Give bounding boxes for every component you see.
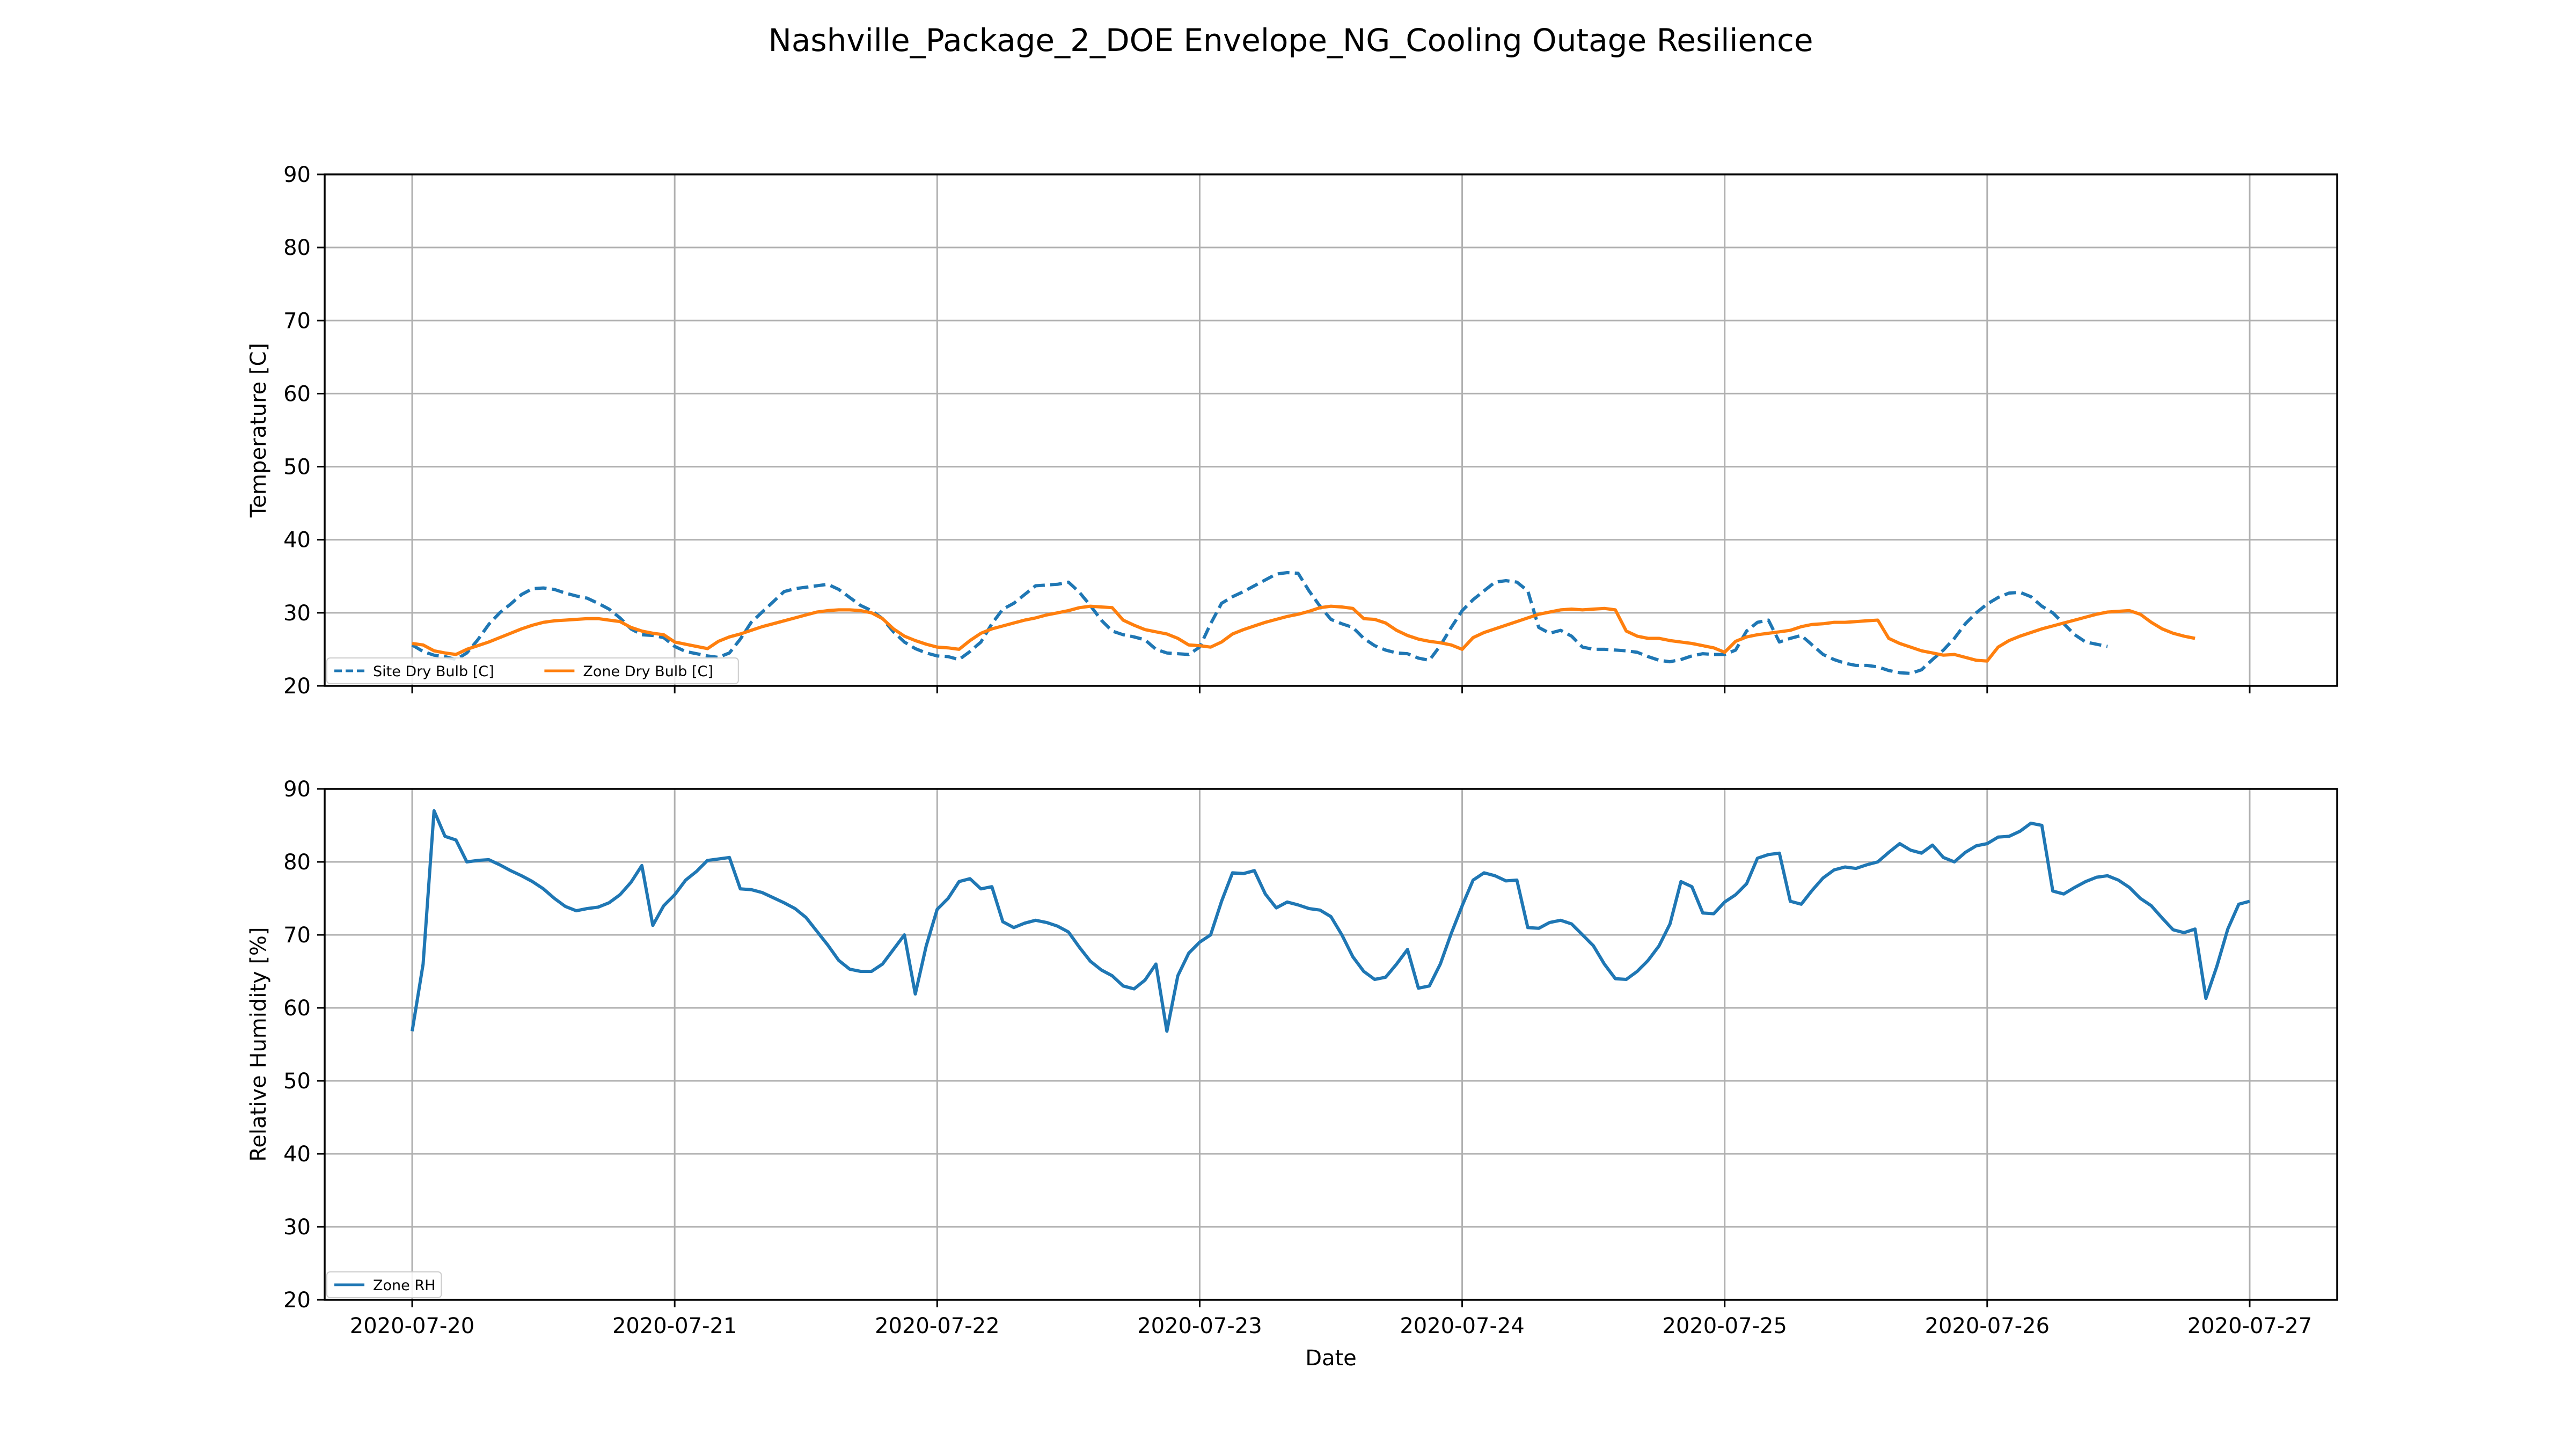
temperature-panel: 20 30 40 50 60 70 80 90 Temperature [C] Site Dry … bbox=[246, 163, 2338, 699]
plot-frame bbox=[324, 173, 2338, 687]
legend: Zone RH bbox=[326, 1271, 442, 1298]
y-tick-label: 70 bbox=[283, 309, 311, 333]
series-line-zone-rh bbox=[411, 809, 2250, 1033]
legend-label: Zone RH bbox=[373, 1277, 435, 1294]
y-axis-label: Relative Humidity [%] bbox=[246, 927, 271, 1161]
x-tick-label: 2020-07-22 bbox=[875, 1314, 999, 1338]
x-axis-label: Date bbox=[1305, 1346, 1357, 1371]
y-tick-label: 40 bbox=[283, 1142, 311, 1167]
plot-frame bbox=[324, 788, 2338, 1301]
y-tick-label: 90 bbox=[283, 777, 311, 802]
series-line-zone-dry-bulb-c bbox=[412, 604, 2196, 663]
y-tick-label: 60 bbox=[283, 996, 311, 1021]
y-tick-label: 40 bbox=[283, 528, 311, 553]
legend: Site Dry Bulb [C] Zone Dry Bulb [C] bbox=[326, 657, 739, 684]
x-tick-label: 2020-07-25 bbox=[1662, 1314, 1787, 1338]
humidity-panel: 20 30 40 50 60 70 80 90 2020-07-20 2020-07-21 2020… bbox=[246, 777, 2338, 1371]
y-tick-label: 90 bbox=[283, 163, 311, 187]
y-tick-label: 70 bbox=[283, 923, 311, 948]
x-tick-label: 2020-07-26 bbox=[1925, 1314, 2050, 1338]
y-tick-label: 30 bbox=[283, 601, 311, 626]
y-tick-label: 50 bbox=[283, 1069, 311, 1094]
legend-label: Zone Dry Bulb [C] bbox=[583, 663, 713, 680]
legend-label: Site Dry Bulb [C] bbox=[373, 663, 494, 680]
series-line-site-dry-bulb-c bbox=[411, 571, 2108, 675]
y-tick-label: 20 bbox=[283, 674, 311, 699]
chart-title: Nashville_Package_2_DOE Envelope_NG_Cool… bbox=[768, 22, 1813, 58]
x-tick-label: 2020-07-24 bbox=[1400, 1314, 1524, 1338]
y-tick-label: 80 bbox=[283, 850, 311, 875]
grid bbox=[325, 173, 2337, 687]
x-tick-label: 2020-07-23 bbox=[1137, 1314, 1262, 1338]
x-tick-label: 2020-07-21 bbox=[612, 1314, 737, 1338]
y-tick-label: 30 bbox=[283, 1215, 311, 1240]
legend-box bbox=[326, 1271, 442, 1298]
y-axis-label: Temperature [C] bbox=[246, 343, 271, 518]
x-tick-label: 2020-07-20 bbox=[350, 1314, 474, 1338]
legend-box bbox=[326, 657, 739, 684]
x-tick-label: 2020-07-27 bbox=[2187, 1314, 2312, 1338]
y-tick-label: 20 bbox=[283, 1288, 311, 1313]
y-tick-label: 60 bbox=[283, 382, 311, 406]
y-tick-label: 80 bbox=[283, 236, 311, 260]
y-tick-label: 50 bbox=[283, 455, 311, 480]
grid bbox=[325, 788, 2337, 1301]
